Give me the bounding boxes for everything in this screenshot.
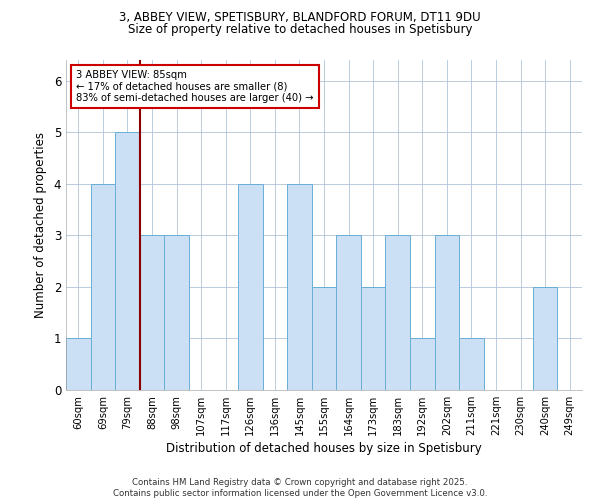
Bar <box>66 338 91 390</box>
Bar <box>533 287 557 390</box>
Bar <box>312 287 336 390</box>
Bar <box>287 184 312 390</box>
Bar <box>410 338 434 390</box>
Bar <box>361 287 385 390</box>
Text: Contains HM Land Registry data © Crown copyright and database right 2025.
Contai: Contains HM Land Registry data © Crown c… <box>113 478 487 498</box>
Bar <box>115 132 140 390</box>
Bar <box>434 236 459 390</box>
Text: 3 ABBEY VIEW: 85sqm
← 17% of detached houses are smaller (8)
83% of semi-detache: 3 ABBEY VIEW: 85sqm ← 17% of detached ho… <box>76 70 314 103</box>
Bar <box>91 184 115 390</box>
Bar <box>385 236 410 390</box>
Bar <box>164 236 189 390</box>
Bar <box>140 236 164 390</box>
Y-axis label: Number of detached properties: Number of detached properties <box>34 132 47 318</box>
Bar <box>459 338 484 390</box>
Text: Size of property relative to detached houses in Spetisbury: Size of property relative to detached ho… <box>128 22 472 36</box>
X-axis label: Distribution of detached houses by size in Spetisbury: Distribution of detached houses by size … <box>166 442 482 455</box>
Text: 3, ABBEY VIEW, SPETISBURY, BLANDFORD FORUM, DT11 9DU: 3, ABBEY VIEW, SPETISBURY, BLANDFORD FOR… <box>119 11 481 24</box>
Bar <box>238 184 263 390</box>
Bar <box>336 236 361 390</box>
